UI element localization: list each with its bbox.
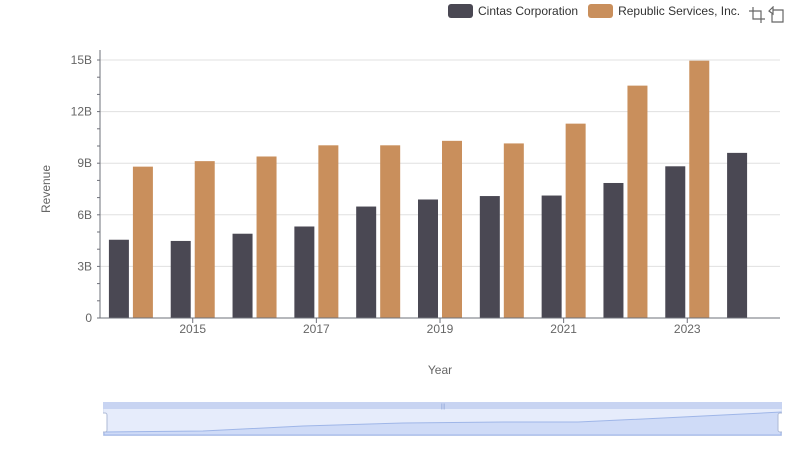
x-tick-label: 2019: [427, 322, 454, 336]
bar-republic-2016[interactable]: [256, 156, 277, 318]
legend-swatch-cintas: [448, 4, 473, 18]
y-tick-label: 0: [85, 311, 92, 325]
legend: Cintas Corporation Republic Services, In…: [448, 4, 750, 18]
x-tick-label: 2017: [303, 322, 330, 336]
zoom-handle-left[interactable]: [103, 412, 108, 433]
y-tick-label: 3B: [77, 259, 92, 273]
y-axis: 0 3B 6B 9B 12B 15B: [71, 50, 101, 325]
bar-republic-2018[interactable]: [380, 145, 401, 318]
legend-item-cintas[interactable]: Cintas Corporation: [448, 4, 578, 18]
bar-cintas-2023[interactable]: [665, 166, 686, 318]
zoom-top-bar[interactable]: [103, 402, 782, 409]
bar-cintas-2021[interactable]: [541, 195, 562, 318]
y-tick-label: 12B: [71, 105, 92, 119]
bar-cintas-2020[interactable]: [479, 196, 500, 318]
svg-text:|||: |||: [441, 404, 446, 410]
bars: [108, 60, 748, 319]
x-tick-label: 2021: [550, 322, 577, 336]
legend-label-cintas: Cintas Corporation: [478, 4, 579, 18]
zoom-reset-icon[interactable]: [768, 6, 786, 24]
zoom-select-icon[interactable]: [748, 6, 766, 24]
y-tick-label: 9B: [77, 156, 92, 170]
toolbox: [746, 6, 786, 24]
y-tick-label: 15B: [71, 53, 92, 67]
bar-republic-2021[interactable]: [565, 123, 586, 318]
x-tick-label: 2023: [674, 322, 701, 336]
zoom-preview-area: [103, 411, 782, 436]
bar-cintas-2015[interactable]: [170, 240, 191, 318]
bar-cintas-2019[interactable]: [418, 199, 438, 318]
x-axis: 2015 2017 2019 2021 2023: [100, 317, 780, 336]
bar-republic-2015[interactable]: [194, 161, 215, 318]
legend-swatch-republic: [588, 4, 614, 18]
bar-cintas-2024[interactable]: [727, 152, 748, 318]
bar-republic-2023[interactable]: [689, 60, 710, 319]
bar-republic-2019[interactable]: [442, 140, 462, 318]
bar-cintas-2017[interactable]: [294, 226, 315, 318]
bar-cintas-2016[interactable]: [232, 233, 253, 318]
bar-cintas-2022[interactable]: [603, 182, 624, 318]
bar-republic-2022[interactable]: [627, 85, 648, 319]
zoom-handle-right[interactable]: [777, 412, 782, 433]
x-tick-label: 2015: [179, 322, 206, 336]
x-axis-title: Year: [427, 363, 453, 377]
y-tick-label: 6B: [77, 208, 92, 222]
bar-cintas-2018[interactable]: [356, 206, 377, 318]
legend-label-republic: Republic Services, Inc.: [618, 4, 741, 18]
y-axis-title: Revenue: [39, 164, 53, 214]
bar-republic-2014[interactable]: [132, 166, 153, 318]
legend-item-republic[interactable]: Republic Services, Inc.: [588, 4, 740, 18]
bar-republic-2020[interactable]: [503, 143, 524, 318]
bar-cintas-2014[interactable]: [108, 239, 129, 318]
data-zoom-slider[interactable]: |||: [103, 402, 782, 436]
bar-republic-2017[interactable]: [318, 145, 339, 318]
